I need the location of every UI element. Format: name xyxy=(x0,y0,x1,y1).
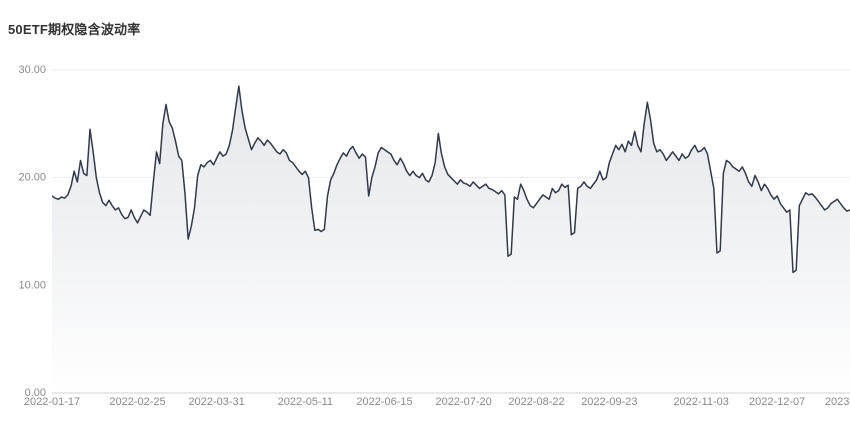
x-axis-tick-labels: 2022-01-17 2022-02-25 2022-03-31 2022-05-11… xyxy=(24,396,850,408)
x-tick-label: 2022-09-23 xyxy=(581,396,637,408)
x-tick-label: 2022-05-11 xyxy=(278,396,333,408)
series-group xyxy=(52,85,850,394)
x-tick-label: 2022-12-07 xyxy=(749,396,805,408)
series-area-fill xyxy=(52,86,850,394)
x-tick-label: 2022-07-20 xyxy=(436,396,492,408)
y-axis-tick-labels: 30.00 20.00 10.00 0.00 xyxy=(18,64,46,399)
x-tick-label: 2022-02-25 xyxy=(109,396,165,408)
y-tick-label: 0.00 xyxy=(25,387,46,399)
x-tick-label: 2022-06-15 xyxy=(356,396,412,408)
x-tick-label: 2022-11-03 xyxy=(673,396,728,408)
chart-title: 50ETF期权隐含波动率 xyxy=(8,22,141,37)
x-tick-label: 2022-08-22 xyxy=(508,396,564,408)
y-tick-label: 10.00 xyxy=(18,279,46,291)
series-line xyxy=(52,85,850,274)
x-tick-label: 2022-01-17 xyxy=(24,396,80,408)
y-tick-label: 20.00 xyxy=(18,172,46,184)
x-tick-label: 2022-03-31 xyxy=(189,396,245,408)
x-tick-label: 2023-01-1 xyxy=(825,396,850,408)
y-tick-label: 30.00 xyxy=(18,64,46,76)
